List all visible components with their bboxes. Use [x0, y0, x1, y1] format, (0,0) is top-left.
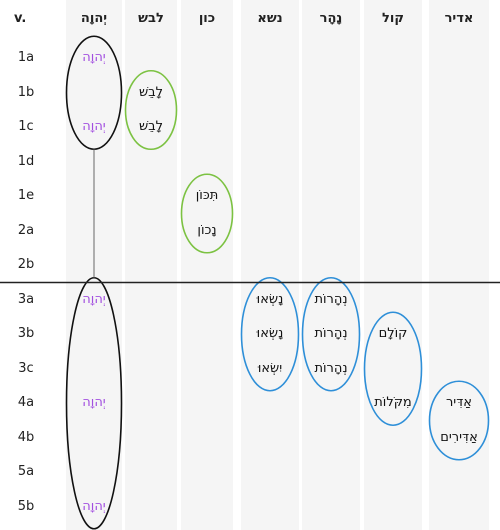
- column-header: אדיר: [444, 11, 474, 26]
- hebrew-word: נְהָרוֹת: [314, 326, 348, 342]
- hebrew-word: אַדִּירִים: [440, 429, 478, 445]
- hebrew-word: יִשְׂאוּ: [257, 360, 283, 376]
- hebrew-word: מִקֹּלוֹת: [374, 395, 412, 411]
- verse-label: 3c: [18, 360, 34, 376]
- hebrew-word: תִּכּוֹן: [195, 188, 219, 204]
- column-background: [181, 0, 233, 530]
- verse-label: 3a: [17, 291, 35, 307]
- group-ellipse: [240, 276, 300, 392]
- hebrew-word: לָבֵשׁ: [138, 119, 164, 135]
- verse-label: 3b: [17, 326, 35, 342]
- group-ellipse: [363, 311, 423, 427]
- hebrew-word: לָבֵשׁ: [138, 84, 164, 100]
- group-ellipse: [428, 380, 490, 461]
- hebrew-word: נָכוֹן: [197, 222, 217, 238]
- verse-label: 1a: [17, 50, 35, 66]
- column-header: יְהוָה: [80, 11, 108, 26]
- column-header: קול: [382, 11, 404, 26]
- hebrew-word: נָשְׂאוּ: [256, 326, 284, 342]
- hebrew-word: אַדִּיר: [445, 395, 473, 411]
- verse-label: 1c: [18, 119, 34, 135]
- column-header: כון: [198, 11, 216, 26]
- column-header: נשא: [257, 11, 283, 26]
- divine-name-word: יְהוָה: [82, 498, 106, 514]
- verse-column-header: v.: [14, 11, 27, 26]
- column-background: [364, 0, 422, 530]
- group-ellipse: [301, 276, 361, 392]
- verse-label: 2b: [17, 257, 35, 273]
- verse-label: 4b: [17, 429, 35, 445]
- hebrew-word: קוֹלָם: [378, 326, 408, 342]
- divine-name-word: יְהוָה: [82, 119, 106, 135]
- hebrew-word: נְהָרוֹת: [314, 360, 348, 376]
- column-header: לבש: [138, 11, 164, 26]
- column-background: [241, 0, 299, 530]
- divine-name-word: יְהוָה: [82, 291, 106, 307]
- group-ellipse: [124, 69, 178, 151]
- verse-label: 1e: [17, 188, 35, 204]
- group-ellipse: [180, 173, 234, 254]
- column-background: [125, 0, 177, 530]
- column-background: [429, 0, 489, 530]
- hebrew-word: נָשְׂאוּ: [256, 291, 284, 307]
- verse-label: 1b: [17, 84, 35, 100]
- verse-label: 5b: [17, 498, 35, 514]
- verse-label: 5a: [17, 464, 35, 480]
- verse-label: 4a: [17, 395, 35, 411]
- column-background: [302, 0, 360, 530]
- hebrew-word: נְהָרוֹת: [314, 291, 348, 307]
- group-ellipse: [65, 35, 123, 151]
- divine-name-word: יְהוָה: [82, 395, 106, 411]
- verse-label: 1d: [17, 153, 35, 169]
- column-header: נָהָר: [319, 11, 343, 26]
- group-ellipse: [65, 276, 123, 530]
- verse-label: 2a: [17, 222, 35, 238]
- divine-name-word: יְהוָה: [82, 50, 106, 66]
